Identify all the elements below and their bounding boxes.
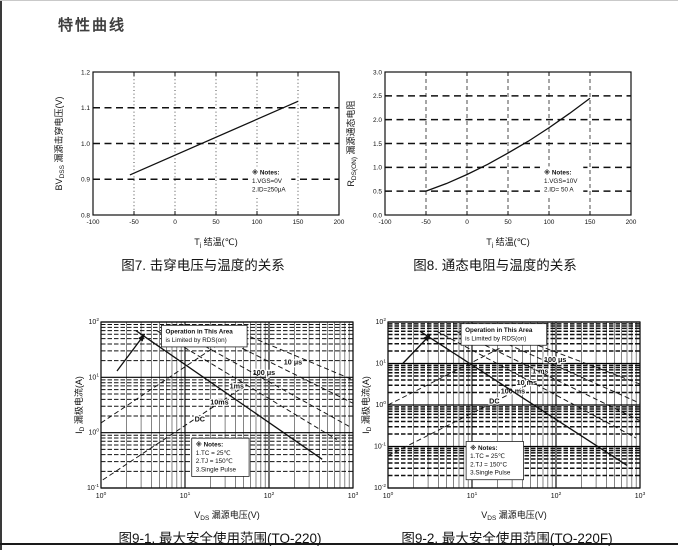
- svg-text:Tj 结温(℃): Tj 结温(℃): [194, 236, 238, 248]
- svg-text:150: 150: [293, 219, 304, 226]
- svg-text:50: 50: [504, 219, 512, 226]
- svg-text:VDS 漏源电压(V): VDS 漏源电压(V): [194, 509, 260, 521]
- fig7-block: -100 -50 0 50 100 150 200 0.8 0.9 1.0 1.1 1.2 ※ Note…: [52, 62, 354, 274]
- svg-text:102: 102: [89, 317, 100, 326]
- fig8-caption: 图8. 通态电阻与温度的关系: [413, 258, 577, 273]
- svg-text:150: 150: [585, 219, 596, 226]
- svg-text:1 ms: 1 ms: [532, 366, 548, 375]
- svg-text:102: 102: [376, 317, 387, 326]
- svg-text:101: 101: [376, 359, 387, 368]
- svg-text:0.9: 0.9: [81, 177, 90, 184]
- svg-text:ID 漏极电流(A): ID 漏极电流(A): [74, 376, 86, 434]
- svg-text:1.TC = 25℃: 1.TC = 25℃: [470, 453, 505, 460]
- svg-text:102: 102: [551, 491, 562, 500]
- svg-text:2.TJ = 150℃: 2.TJ = 150℃: [196, 458, 233, 465]
- svg-text:50: 50: [212, 219, 220, 226]
- svg-text:200: 200: [626, 219, 637, 226]
- svg-text:100: 100: [383, 491, 394, 500]
- svg-text:100 μs: 100 μs: [544, 355, 566, 364]
- svg-text:is Limited by RDS(on): is Limited by RDS(on): [465, 335, 526, 342]
- svg-text:1.5: 1.5: [373, 141, 382, 148]
- svg-text:1.2: 1.2: [81, 69, 90, 76]
- svg-text:※ Notes:: ※ Notes:: [252, 168, 279, 177]
- svg-text:2.ID= 50 A: 2.ID= 50 A: [544, 186, 574, 193]
- svg-text:2.0: 2.0: [373, 117, 382, 124]
- fig7-caption: 图7. 击穿电压与温度的关系: [121, 258, 285, 273]
- svg-text:1ms: 1ms: [230, 381, 244, 390]
- svg-text:100 μs: 100 μs: [253, 368, 275, 377]
- fig9-2-block: 100 101 102 103 10-2 10-1 100 101 102 100 μs 1 ms 1…: [360, 315, 653, 547]
- svg-text:103: 103: [635, 491, 646, 500]
- svg-text:2.ID=250μA: 2.ID=250μA: [252, 186, 286, 193]
- svg-text:is Limited by RDS(on): is Limited by RDS(on): [165, 337, 226, 344]
- svg-text:BVDSS 漏源击穿电压(V): BVDSS 漏源击穿电压(V): [53, 97, 66, 191]
- svg-text:VDS 漏源电压(V): VDS 漏源电压(V): [481, 509, 547, 521]
- svg-text:10-2: 10-2: [374, 483, 386, 492]
- svg-text:10 ms: 10 ms: [517, 378, 537, 387]
- svg-text:※ Notes:: ※ Notes:: [544, 168, 571, 177]
- svg-text:103: 103: [348, 491, 359, 500]
- svg-text:ID 漏极电流(A): ID 漏极电流(A): [361, 376, 373, 434]
- svg-text:-50: -50: [129, 219, 139, 226]
- svg-text:10ms: 10ms: [210, 398, 228, 407]
- svg-text:10 μs: 10 μs: [284, 358, 302, 367]
- fig7-chart: -100 -50 0 50 100 150 200 0.8 0.9 1.0 1.1 1.2 ※ Note…: [53, 69, 345, 249]
- svg-text:100: 100: [96, 491, 107, 500]
- page-bottom-border: [0, 543, 678, 545]
- svg-text:101: 101: [89, 372, 100, 381]
- svg-text:Operation in This Area: Operation in This Area: [165, 329, 233, 336]
- svg-text:0.5: 0.5: [373, 188, 382, 195]
- svg-text:2.TJ = 150°C: 2.TJ = 150°C: [470, 460, 507, 468]
- svg-text:102: 102: [264, 491, 275, 500]
- fig9-1-block: 100 101 102 103 10-1 100 101 102 10 μs 100 μs 1ms 1…: [73, 315, 366, 547]
- svg-text:RDS(ON) 漏源通态电阻: RDS(ON) 漏源通态电阻: [345, 100, 358, 186]
- svg-text:0: 0: [465, 219, 469, 226]
- fig8-block: -100 -50 0 50 100 150 200 0.0 0.5 1.0 1.5 2.0 2.5 3.0…: [344, 62, 646, 274]
- fig9-1-caption: 图9-1. 最大安全使用范围(TO-220): [118, 531, 322, 546]
- svg-text:200: 200: [334, 219, 345, 226]
- svg-text:1.TC = 25℃: 1.TC = 25℃: [196, 450, 231, 457]
- svg-text:100: 100: [252, 219, 263, 226]
- svg-text:10-1: 10-1: [374, 442, 386, 451]
- svg-text:100: 100: [376, 400, 387, 409]
- svg-text:Operation in This Area: Operation in This Area: [465, 327, 533, 334]
- page-top-border: [0, 0, 678, 1]
- svg-text:3.Single Pulse: 3.Single Pulse: [196, 466, 237, 473]
- fig9-2-chart: 100 101 102 103 10-2 10-1 100 101 102 100 μs 1 ms 1…: [360, 317, 646, 522]
- fig8-chart: -100 -50 0 50 100 150 200 0.0 0.5 1.0 1.5 2.0 2.5 3.0…: [345, 69, 637, 249]
- svg-text:0.8: 0.8: [81, 212, 90, 219]
- svg-text:-100: -100: [378, 219, 391, 226]
- svg-text:1.VGS=0V: 1.VGS=0V: [252, 178, 283, 185]
- svg-text:100: 100: [89, 428, 100, 437]
- svg-text:3.Single Pulse: 3.Single Pulse: [470, 470, 511, 477]
- svg-text:1.0: 1.0: [81, 141, 90, 148]
- svg-text:2.5: 2.5: [373, 93, 382, 100]
- svg-text:100: 100: [544, 219, 555, 226]
- svg-text:10-1: 10-1: [87, 483, 99, 492]
- svg-text:DC: DC: [195, 414, 205, 423]
- svg-text:-100: -100: [86, 219, 99, 226]
- svg-text:0: 0: [173, 219, 177, 226]
- svg-text:Tj 结温(℃): Tj 结温(℃): [486, 236, 530, 248]
- svg-text:0.0: 0.0: [373, 212, 382, 219]
- svg-text:3.0: 3.0: [373, 69, 382, 76]
- svg-text:※ Notes:: ※ Notes:: [470, 443, 497, 452]
- svg-text:1.0: 1.0: [373, 165, 382, 172]
- fig9-2-caption: 图9-2. 最大安全使用范围(TO-220F): [401, 531, 613, 546]
- svg-text:1.1: 1.1: [81, 105, 90, 112]
- svg-text:※ Notes:: ※ Notes:: [196, 440, 223, 449]
- svg-text:DC: DC: [489, 396, 499, 405]
- svg-text:101: 101: [467, 491, 478, 500]
- svg-text:-50: -50: [421, 219, 431, 226]
- svg-text:1.VGS=10V: 1.VGS=10V: [544, 178, 578, 185]
- svg-text:101: 101: [180, 491, 191, 500]
- page-title: 特性曲线: [58, 17, 127, 34]
- page-left-border: [0, 0, 2, 550]
